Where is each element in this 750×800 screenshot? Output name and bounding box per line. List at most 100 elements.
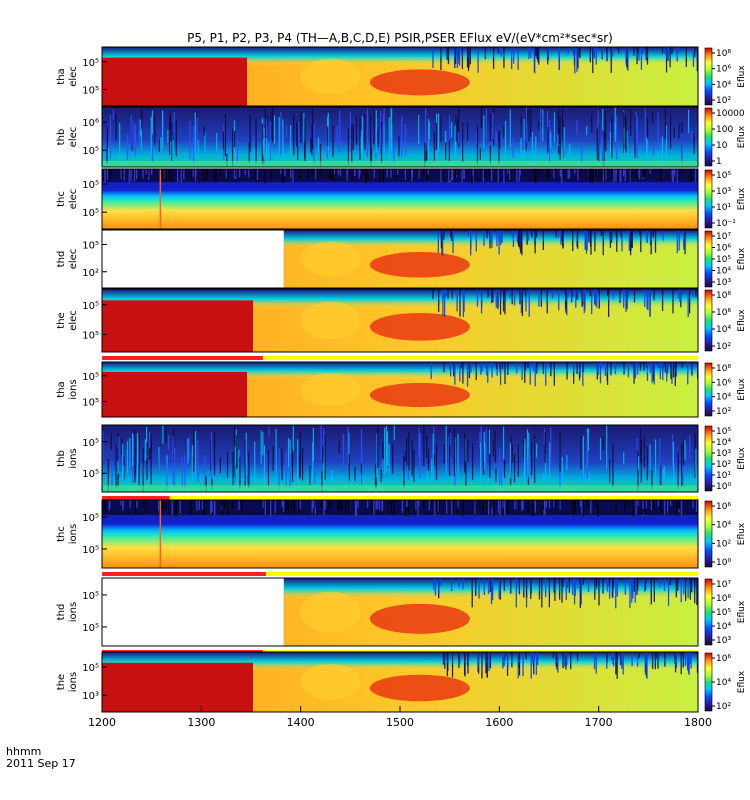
noise-streak bbox=[627, 500, 630, 506]
noise-streak bbox=[535, 136, 537, 167]
noise-streak bbox=[454, 169, 457, 179]
noise-streak bbox=[615, 500, 617, 511]
noise-streak bbox=[511, 230, 514, 238]
noise-streak bbox=[559, 430, 561, 473]
noise-streak bbox=[529, 362, 531, 385]
noise-streak bbox=[605, 169, 607, 180]
noise-streak bbox=[338, 440, 340, 454]
noise-streak bbox=[623, 111, 625, 153]
noise-streak bbox=[328, 169, 331, 179]
noise-streak bbox=[377, 426, 379, 468]
noise-streak bbox=[545, 500, 548, 508]
noise-streak bbox=[538, 47, 540, 65]
noise-streak bbox=[376, 500, 378, 510]
noise-streak bbox=[632, 578, 634, 599]
noise-streak bbox=[373, 500, 375, 516]
noise-streak bbox=[435, 122, 438, 150]
noise-streak bbox=[499, 362, 501, 373]
y-tick-label: 10⁵ bbox=[82, 180, 99, 191]
noise-streak bbox=[456, 47, 459, 69]
noise-streak bbox=[682, 440, 685, 465]
y-tick-label: 10⁵ bbox=[82, 398, 99, 409]
noise-streak bbox=[158, 139, 161, 152]
noise-streak bbox=[665, 125, 667, 162]
noise-streak bbox=[614, 362, 617, 375]
noise-streak bbox=[339, 169, 342, 177]
noise-streak bbox=[584, 289, 586, 296]
noise-streak bbox=[391, 108, 394, 124]
noise-streak bbox=[375, 109, 377, 153]
noise-streak bbox=[637, 451, 639, 491]
noise-streak bbox=[573, 289, 575, 296]
noise-streak bbox=[561, 169, 563, 184]
noise-streak bbox=[319, 144, 322, 167]
noise-streak bbox=[531, 652, 534, 663]
noise-streak bbox=[625, 289, 627, 312]
noise-streak bbox=[507, 362, 509, 375]
noise-streak bbox=[629, 169, 632, 184]
noise-streak bbox=[498, 230, 501, 243]
noise-streak bbox=[660, 362, 662, 370]
panel-label-species: ions bbox=[68, 602, 79, 622]
noise-streak bbox=[589, 47, 591, 63]
noise-streak bbox=[171, 169, 173, 183]
noise-streak bbox=[534, 230, 536, 254]
colorbar-tick-label: 10⁴ bbox=[716, 521, 731, 531]
noise-streak bbox=[503, 126, 505, 138]
colorbar-tick-label: 10² bbox=[716, 460, 731, 470]
noise-streak bbox=[623, 127, 625, 154]
noise-streak bbox=[268, 426, 270, 438]
noise-streak bbox=[594, 578, 596, 600]
noise-streak bbox=[463, 169, 465, 179]
noise-streak bbox=[442, 652, 445, 665]
noise-streak bbox=[563, 127, 565, 159]
noise-streak bbox=[667, 578, 670, 606]
noise-streak bbox=[678, 230, 680, 251]
noise-streak bbox=[579, 578, 581, 609]
noise-streak bbox=[312, 428, 314, 462]
noise-streak bbox=[603, 169, 606, 175]
noise-streak bbox=[392, 444, 394, 474]
noise-streak bbox=[594, 230, 596, 252]
noise-streak bbox=[131, 433, 134, 467]
colorbar-tick-label: 10² bbox=[716, 96, 731, 106]
noise-streak bbox=[406, 437, 408, 466]
date-label: 2011 Sep 17 bbox=[6, 757, 76, 770]
colorbar bbox=[704, 425, 713, 492]
noise-streak bbox=[468, 362, 471, 379]
quality-flag-red bbox=[102, 356, 263, 360]
noise-streak bbox=[160, 137, 162, 153]
noise-streak bbox=[121, 169, 124, 178]
noise-streak bbox=[403, 456, 405, 489]
flux-enhancement bbox=[369, 252, 470, 278]
noise-streak bbox=[509, 169, 511, 181]
noise-streak bbox=[674, 169, 676, 175]
noise-streak bbox=[538, 169, 540, 175]
noise-streak bbox=[433, 445, 435, 466]
noise-streak bbox=[425, 108, 427, 153]
noise-streak bbox=[499, 578, 501, 600]
noise-streak bbox=[349, 111, 351, 152]
noise-streak bbox=[581, 500, 583, 515]
noise-streak bbox=[564, 127, 566, 156]
noise-streak bbox=[489, 114, 491, 141]
noise-streak bbox=[614, 107, 616, 142]
noise-streak bbox=[569, 143, 571, 156]
noise-streak bbox=[452, 500, 454, 514]
noise-streak bbox=[517, 47, 519, 70]
noise-streak bbox=[646, 137, 648, 166]
flux-enhancement bbox=[369, 603, 470, 634]
colorbar-label: Eflux bbox=[737, 65, 747, 88]
noise-streak bbox=[438, 578, 440, 594]
noise-streak bbox=[348, 454, 350, 482]
noise-streak bbox=[626, 131, 628, 158]
noise-streak bbox=[430, 362, 432, 380]
noise-streak bbox=[151, 110, 154, 135]
noise-streak bbox=[140, 130, 142, 150]
noise-streak bbox=[466, 362, 469, 387]
noise-streak bbox=[574, 169, 576, 174]
noise-streak bbox=[511, 652, 513, 668]
noise-streak bbox=[535, 230, 538, 238]
noise-streak bbox=[665, 47, 668, 73]
